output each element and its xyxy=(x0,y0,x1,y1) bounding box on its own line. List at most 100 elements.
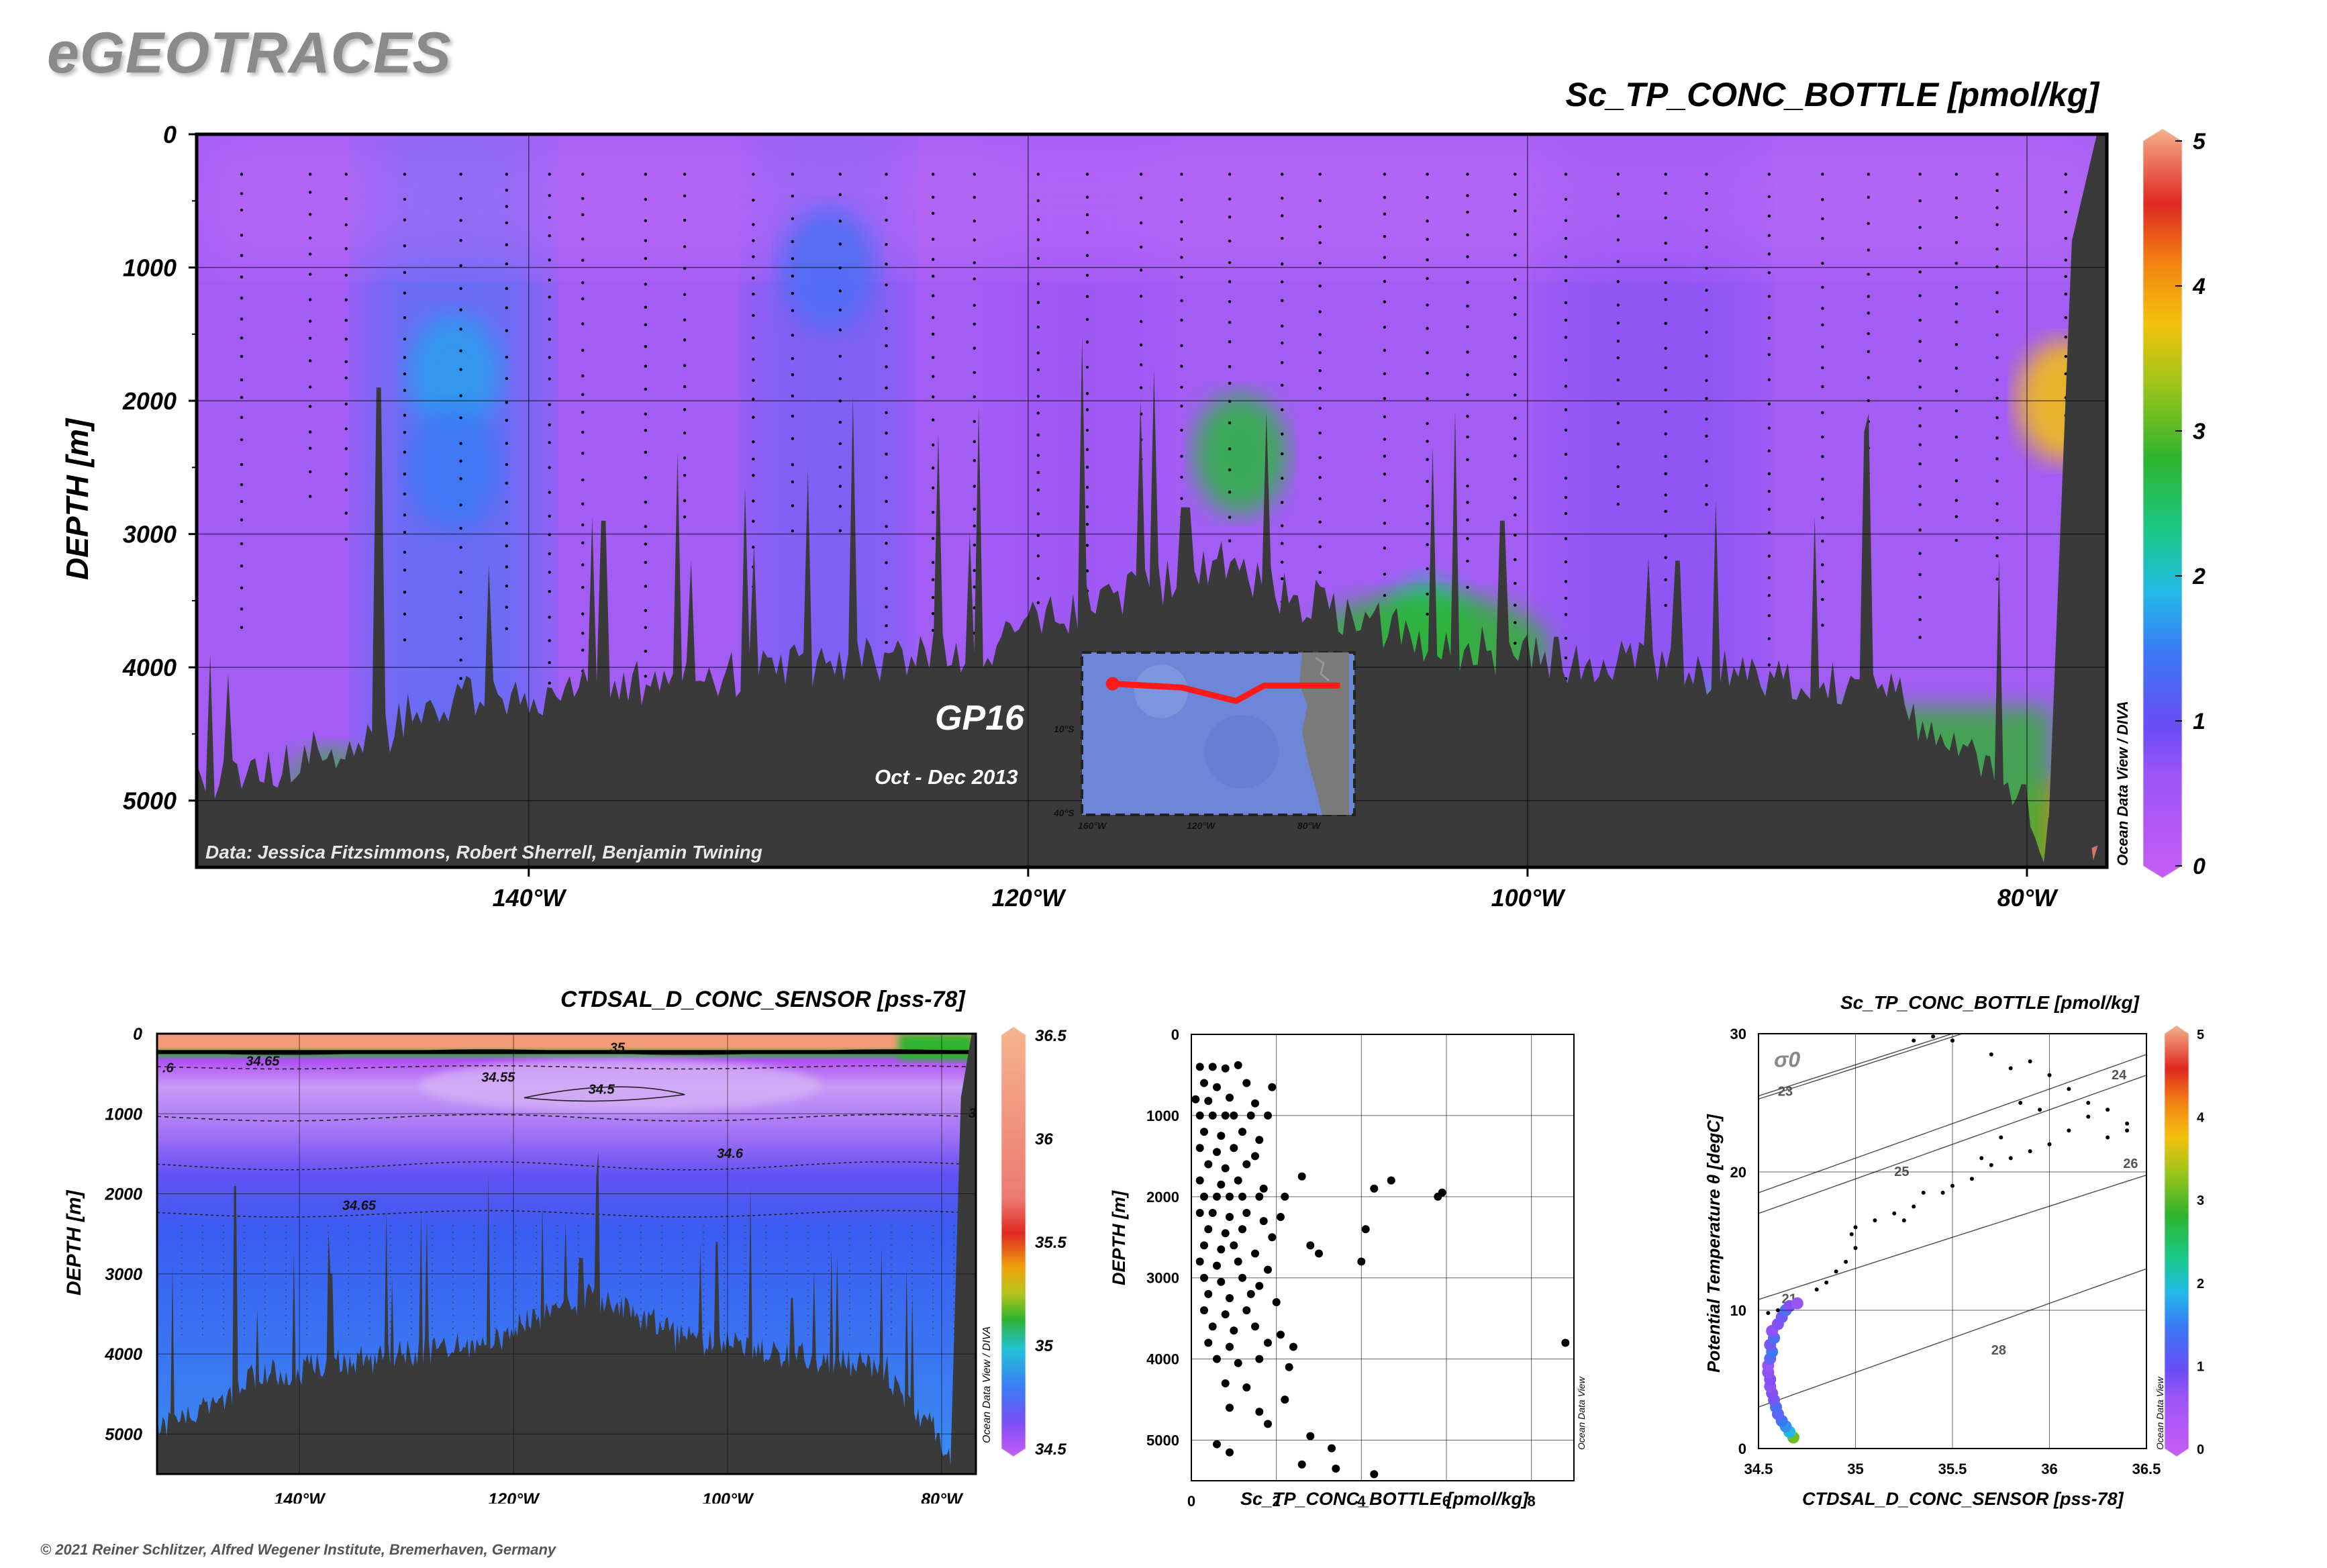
sample-point xyxy=(1466,585,1469,589)
sample-point xyxy=(752,255,755,258)
data-point xyxy=(1234,1061,1242,1069)
sample-point xyxy=(1036,173,1040,176)
sample-point xyxy=(201,1302,203,1304)
data-point xyxy=(1242,1383,1251,1391)
data-point xyxy=(1931,1034,1936,1039)
sample-point xyxy=(556,1302,558,1304)
y-tick-label: 1000 xyxy=(123,254,177,282)
sample-point xyxy=(410,1257,412,1259)
sample-point xyxy=(807,1231,809,1233)
sample-point xyxy=(848,1238,850,1240)
sample-point xyxy=(348,1308,350,1310)
sample-point xyxy=(473,1270,475,1271)
sample-point xyxy=(473,1244,475,1246)
sample-point xyxy=(556,1251,558,1253)
y-tick-label: 2000 xyxy=(104,1185,142,1204)
sample-point xyxy=(548,317,551,321)
sample-point xyxy=(473,1283,475,1285)
sample-point xyxy=(1281,452,1284,456)
sample-point xyxy=(240,462,244,467)
sample-point xyxy=(1140,386,1143,389)
sample-point xyxy=(1954,173,1958,176)
sample-point xyxy=(791,373,795,377)
sample-point xyxy=(1918,485,1922,488)
sample-point xyxy=(473,1289,475,1291)
sample-point xyxy=(403,271,407,275)
sample-point xyxy=(973,395,976,399)
sample-point xyxy=(1564,613,1568,616)
sample-point xyxy=(791,504,795,507)
sample-point xyxy=(548,278,551,282)
sample-point xyxy=(682,1238,683,1240)
sample-point xyxy=(1616,340,1620,343)
sample-point xyxy=(891,1289,892,1291)
sample-point xyxy=(791,334,795,337)
sample-point xyxy=(548,552,551,556)
sample-point xyxy=(368,1251,370,1253)
sample-point xyxy=(201,1321,203,1323)
sample-point xyxy=(494,1334,496,1336)
plot-frame xyxy=(1758,1033,2147,1449)
sample-point xyxy=(885,173,888,176)
data-point xyxy=(2028,1059,2032,1064)
sample-point xyxy=(181,1302,183,1304)
sample-point xyxy=(1318,199,1322,203)
sample-point xyxy=(473,1231,475,1233)
sample-point xyxy=(505,605,508,609)
sample-point xyxy=(285,1328,287,1329)
data-point xyxy=(1277,1330,1285,1339)
sample-point xyxy=(1426,238,1429,241)
sample-point xyxy=(431,1257,433,1259)
sample-point xyxy=(931,275,935,278)
sample-point xyxy=(494,1257,496,1259)
sample-point xyxy=(807,1289,809,1291)
sample-point xyxy=(505,243,508,246)
sample-point xyxy=(724,1231,726,1233)
sample-point xyxy=(683,456,687,460)
data-point xyxy=(1791,1297,1803,1310)
sample-point xyxy=(1767,378,1771,381)
sample-point xyxy=(703,1328,705,1329)
sample-point xyxy=(222,1225,224,1227)
sample-point xyxy=(410,1244,412,1246)
sample-point xyxy=(1705,191,1708,195)
sample-point xyxy=(181,1231,183,1233)
sample-point xyxy=(389,1302,391,1304)
sample-point xyxy=(1228,516,1232,519)
sample-point xyxy=(536,1263,538,1265)
sample-point xyxy=(431,1251,433,1253)
sample-point xyxy=(1767,489,1771,493)
sample-point xyxy=(640,1251,642,1253)
sample-point xyxy=(931,596,935,599)
data-point xyxy=(1999,1135,2003,1140)
sample-point xyxy=(1954,320,1958,324)
sample-point xyxy=(786,1257,788,1259)
sample-point xyxy=(1664,578,1667,581)
sample-point xyxy=(885,476,888,479)
sample-point xyxy=(661,1270,662,1271)
data-point xyxy=(1297,1460,1306,1469)
sample-point xyxy=(752,277,755,280)
sample-point xyxy=(581,297,585,301)
sample-point xyxy=(932,1283,934,1285)
sample-point xyxy=(931,467,935,470)
sample-point xyxy=(752,379,755,382)
sample-point xyxy=(661,1225,662,1227)
y-tick-label: 10 xyxy=(1730,1302,1746,1319)
sample-point xyxy=(644,387,648,391)
sample-point xyxy=(459,571,462,574)
sample-point xyxy=(1036,301,1040,304)
sample-point xyxy=(1426,440,1429,443)
sample-point xyxy=(1821,385,1824,389)
sample-point xyxy=(548,514,551,518)
sample-point xyxy=(264,1295,266,1297)
x-tick-label: 2 xyxy=(1273,1493,1281,1510)
colorbar-tick-label: 1 xyxy=(2193,709,2206,734)
data-point xyxy=(1217,1277,1226,1286)
sample-point xyxy=(744,1314,746,1316)
sample-point xyxy=(885,365,888,369)
sample-point xyxy=(1228,239,1232,243)
sample-point xyxy=(452,1270,454,1271)
sample-point xyxy=(1918,595,1922,599)
sample-point xyxy=(1616,402,1620,405)
